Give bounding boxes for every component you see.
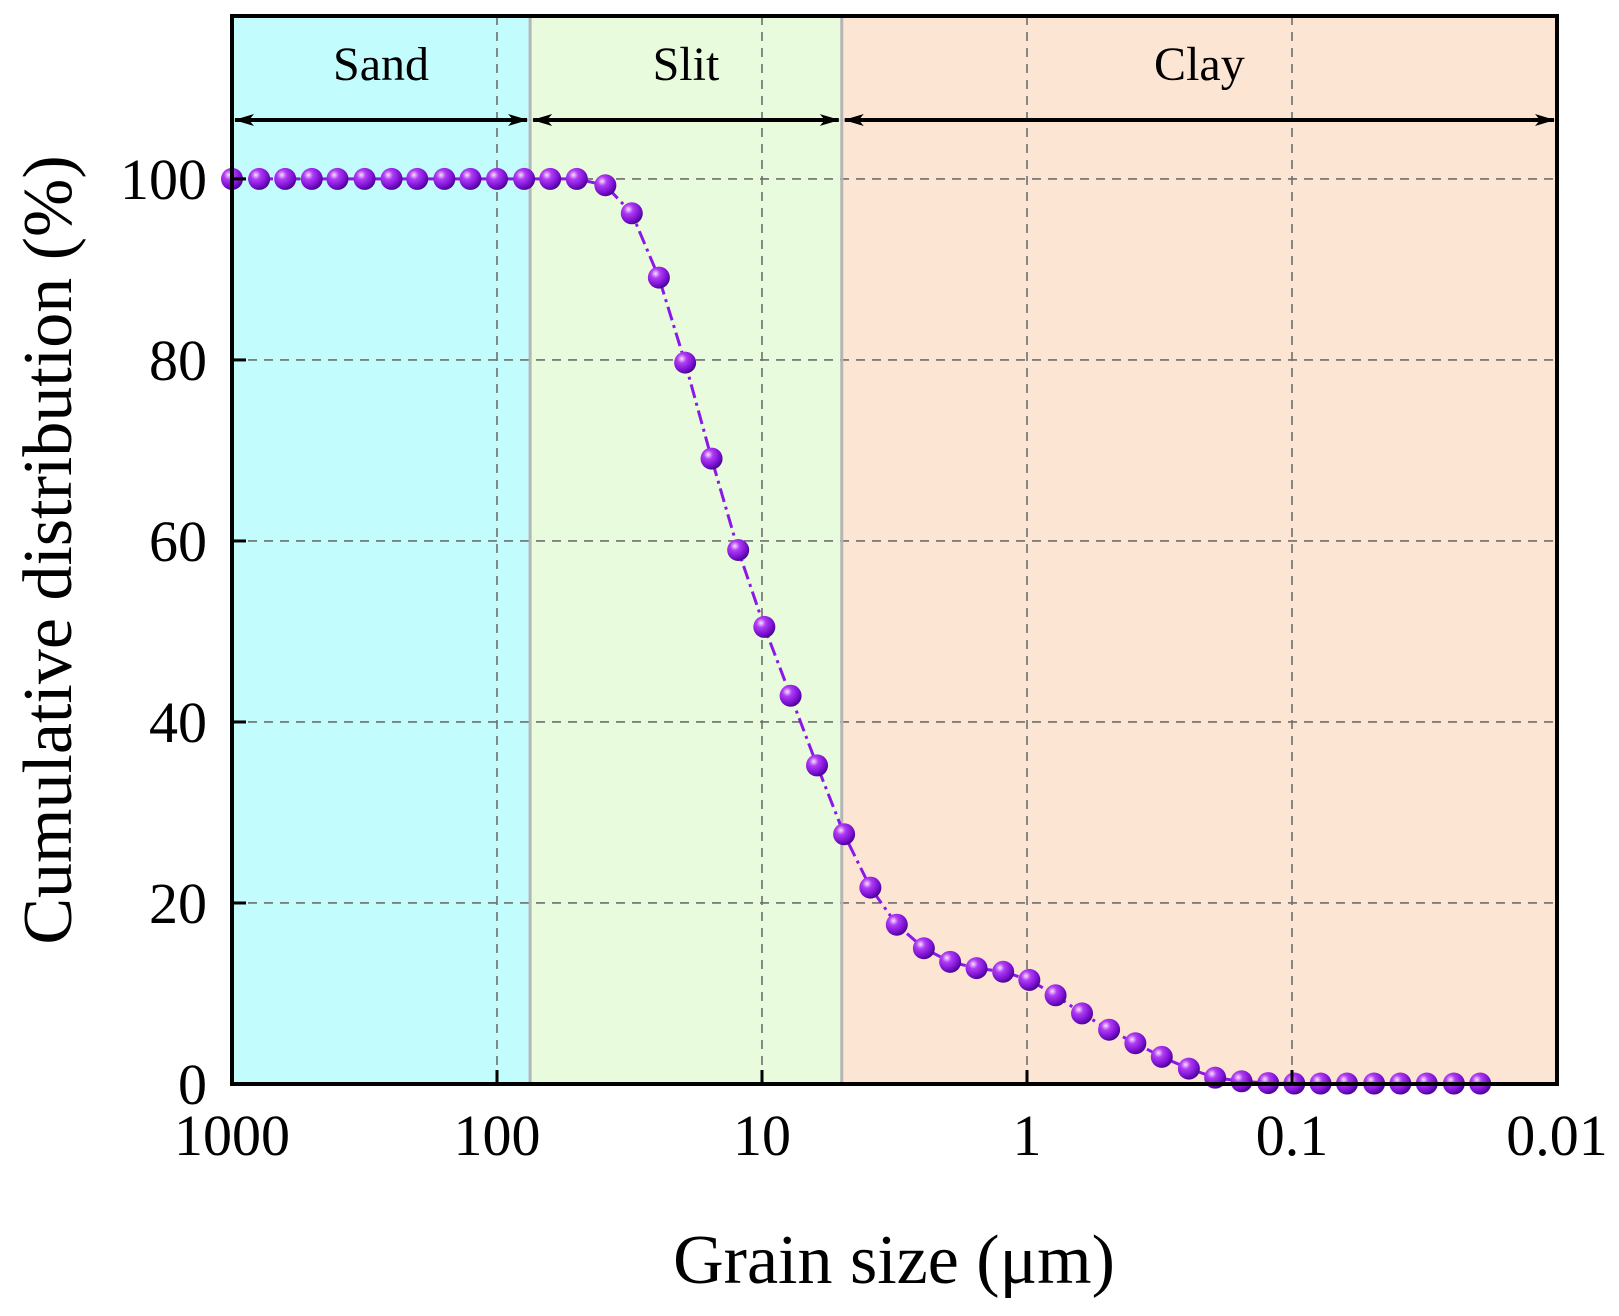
data-point bbox=[380, 167, 403, 190]
data-point bbox=[565, 167, 588, 190]
data-point bbox=[674, 351, 697, 374]
data-point bbox=[513, 167, 536, 190]
x-tick-label: 1000 bbox=[174, 1103, 290, 1168]
region-bg-sand bbox=[232, 16, 531, 1084]
data-point bbox=[620, 202, 643, 225]
data-point bbox=[885, 913, 908, 936]
region-label-clay: Clay bbox=[1154, 38, 1245, 91]
x-tick-label: 1 bbox=[1013, 1103, 1042, 1168]
data-point bbox=[833, 823, 856, 846]
data-point bbox=[300, 167, 323, 190]
y-tick-label: 40 bbox=[149, 690, 207, 755]
data-point bbox=[912, 937, 935, 960]
data-point bbox=[859, 876, 882, 899]
data-series bbox=[221, 167, 1492, 1095]
data-point bbox=[433, 167, 456, 190]
y-tick-labels: 0 20 40 60 80 100 bbox=[120, 147, 207, 1117]
region-borders bbox=[528, 16, 844, 1084]
data-point bbox=[594, 174, 617, 197]
data-point bbox=[459, 167, 482, 190]
y-tick-label: 60 bbox=[149, 509, 207, 574]
x-tick-label: 0.01 bbox=[1506, 1103, 1608, 1168]
region-bg-slit bbox=[530, 16, 842, 1084]
y-axis-title: Cumulative distribution (%) bbox=[10, 155, 87, 944]
data-point bbox=[700, 447, 723, 470]
data-point bbox=[539, 167, 562, 190]
y-tick-label: 0 bbox=[178, 1052, 207, 1117]
data-point bbox=[486, 167, 508, 190]
data-point bbox=[1018, 968, 1041, 991]
data-point bbox=[806, 754, 829, 777]
data-point bbox=[1150, 1045, 1173, 1068]
x-tick-label: 100 bbox=[454, 1103, 541, 1168]
y-tick-label: 80 bbox=[149, 328, 207, 393]
data-point bbox=[965, 957, 988, 980]
data-point bbox=[779, 684, 802, 707]
data-point bbox=[1071, 1002, 1094, 1025]
x-axis-title: Grain size (μm) bbox=[673, 1222, 1115, 1299]
x-tick-labels: 1000 100 10 1 0.1 0.01 bbox=[174, 1103, 1608, 1168]
data-point bbox=[647, 266, 670, 289]
plot-frame bbox=[230, 14, 1559, 1086]
region-labels: Sand Slit Clay bbox=[333, 38, 1245, 91]
data-point bbox=[1177, 1057, 1200, 1080]
data-point bbox=[1124, 1032, 1147, 1055]
data-point bbox=[1098, 1018, 1121, 1041]
data-point bbox=[353, 167, 376, 190]
data-point bbox=[274, 167, 297, 190]
data-point bbox=[992, 960, 1015, 983]
data-point bbox=[248, 167, 271, 190]
x-tick-label: 0.1 bbox=[1256, 1103, 1329, 1168]
data-point bbox=[753, 615, 776, 638]
series-line bbox=[232, 177, 1481, 1086]
data-point bbox=[406, 167, 429, 190]
region-backgrounds bbox=[232, 16, 1557, 1084]
axis-ticks bbox=[230, 177, 1559, 1086]
region-label-sand: Sand bbox=[333, 38, 429, 91]
data-point bbox=[727, 539, 750, 561]
data-point bbox=[1044, 984, 1067, 1007]
y-tick-label: 100 bbox=[120, 147, 207, 212]
region-bg-clay bbox=[841, 16, 1557, 1084]
x-tick-label: 10 bbox=[733, 1103, 791, 1168]
region-label-slit: Slit bbox=[653, 38, 720, 91]
data-point bbox=[939, 950, 962, 973]
gridlines bbox=[232, 16, 1557, 1084]
data-point bbox=[326, 167, 349, 190]
data-point bbox=[1230, 1070, 1253, 1093]
y-tick-label: 20 bbox=[149, 871, 207, 936]
